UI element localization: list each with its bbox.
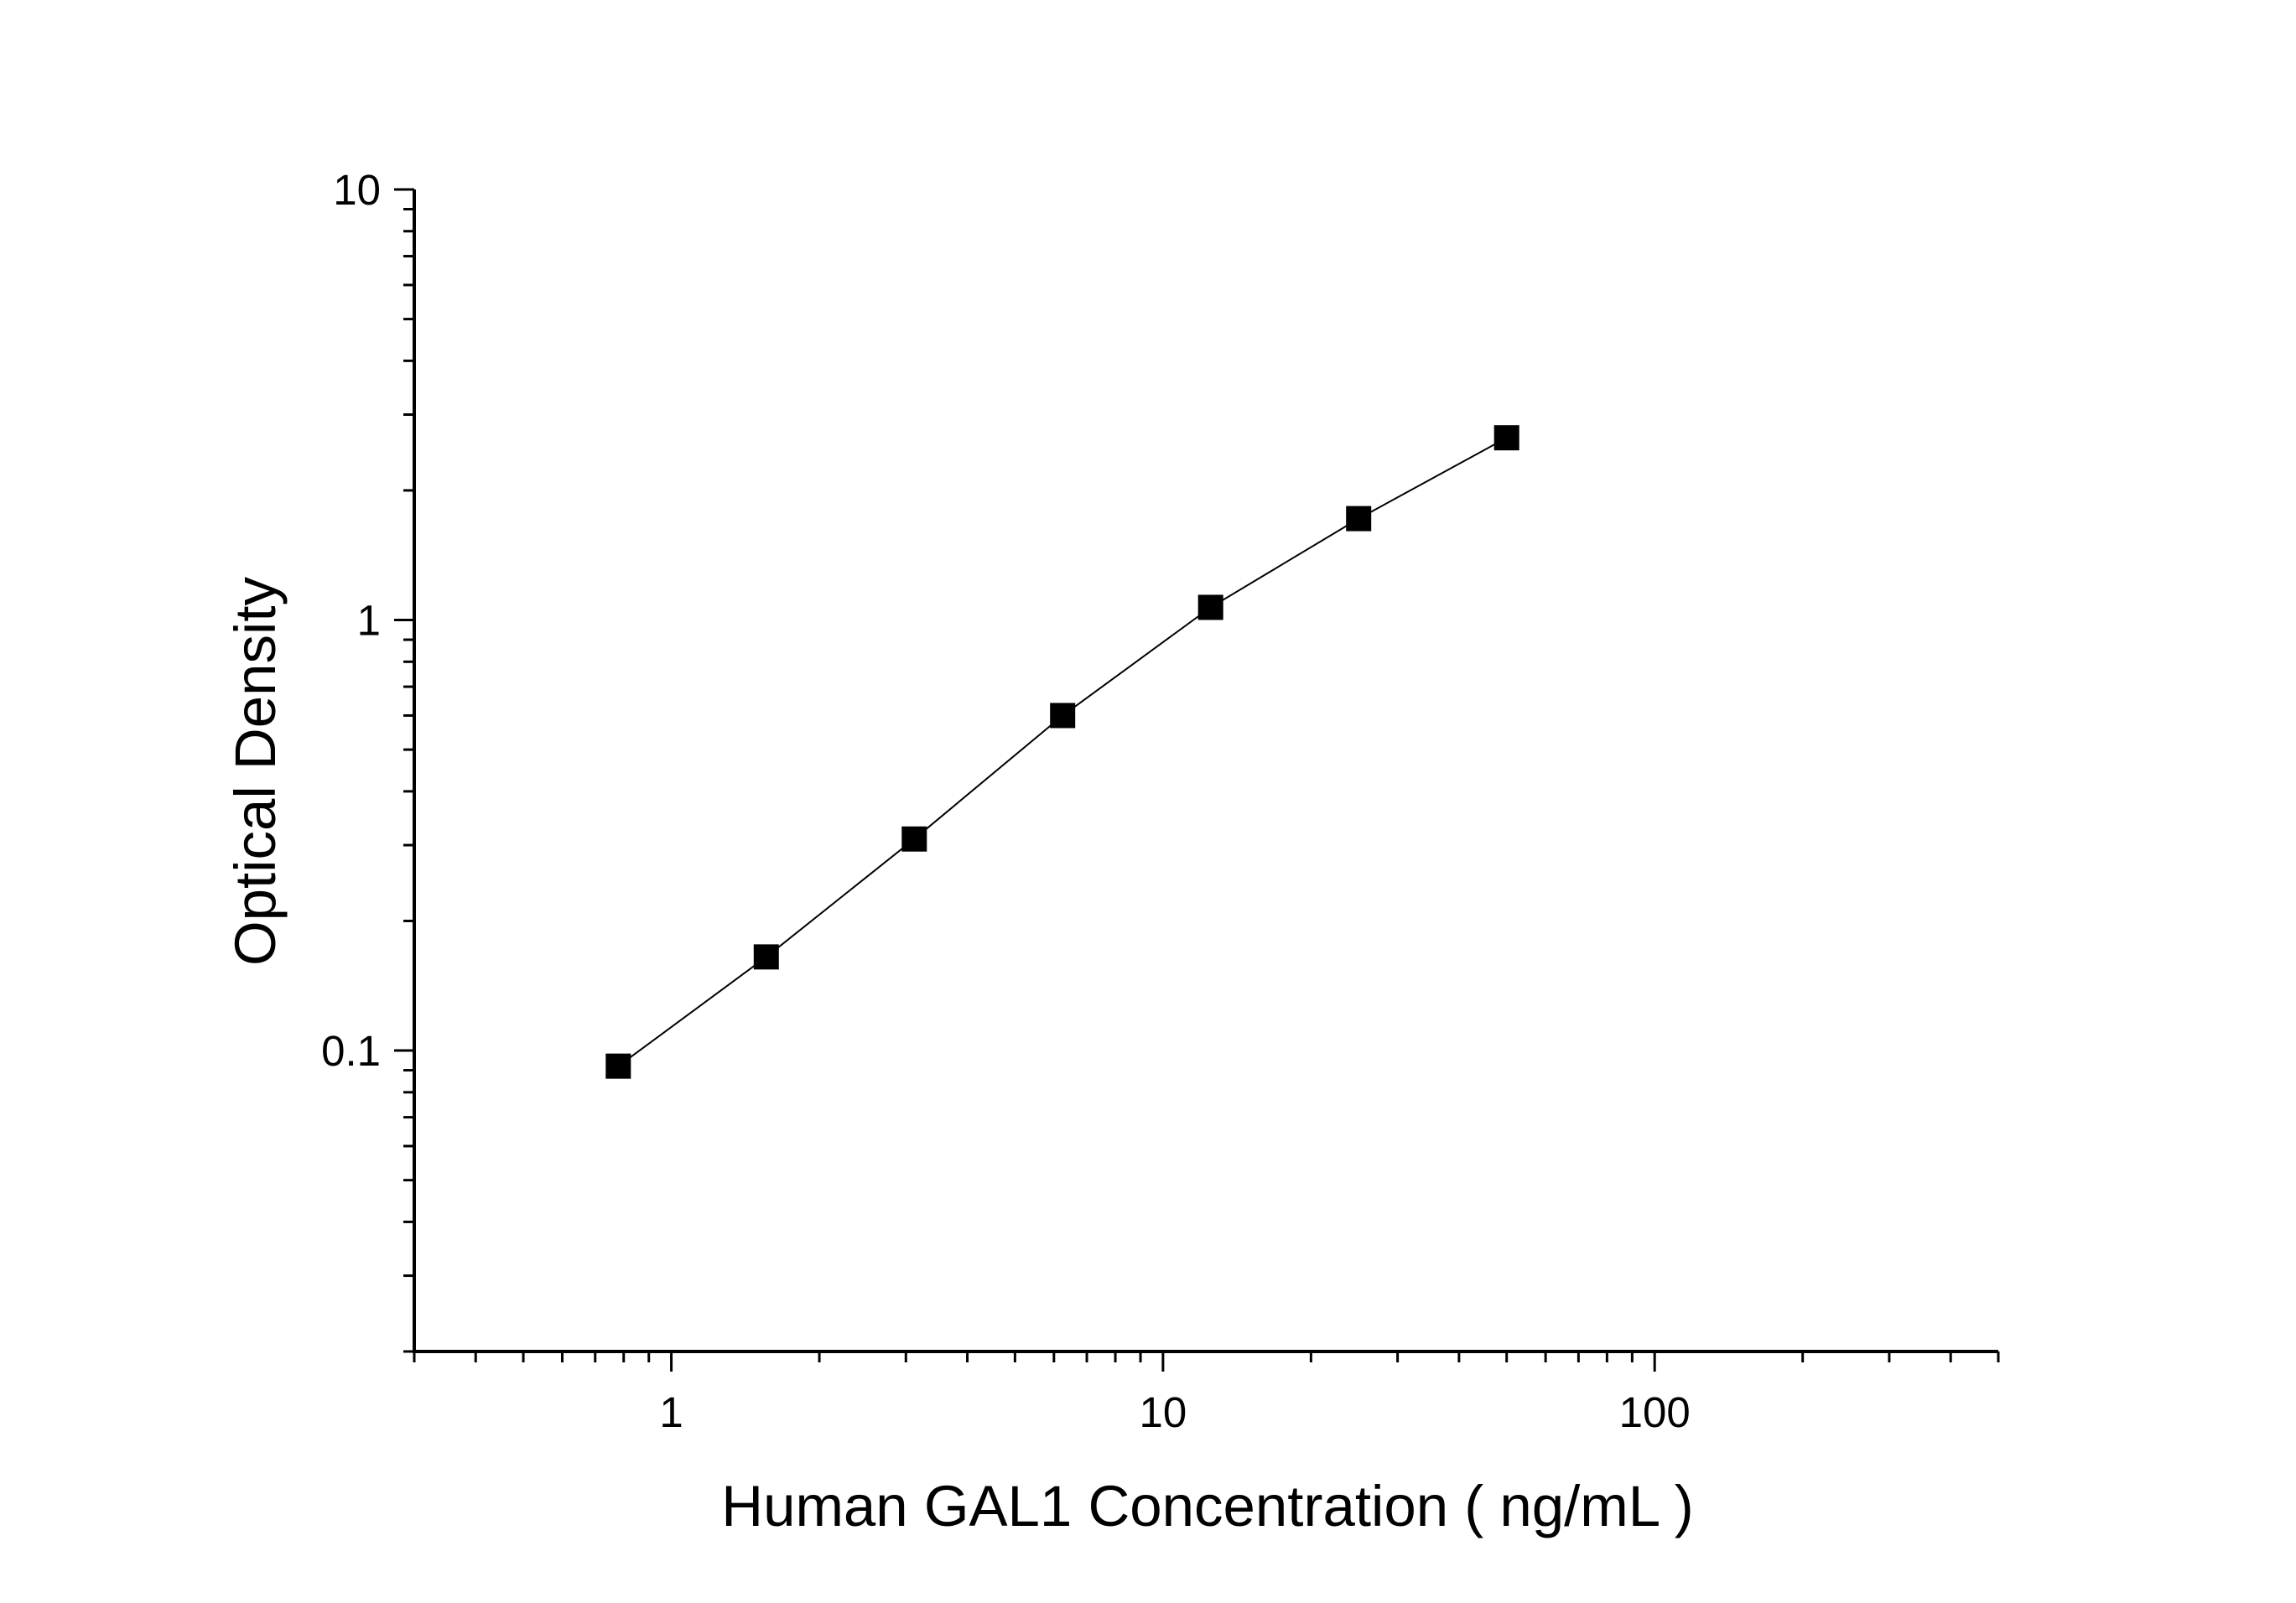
- data-point-marker: [901, 826, 927, 852]
- data-point-marker: [1197, 594, 1223, 620]
- x-axis-ticks: 1 10 100: [413, 1351, 2000, 1436]
- x-tick-label: 100: [1619, 1388, 1691, 1436]
- x-tick-label: 1: [659, 1388, 683, 1436]
- data-point-marker: [1050, 703, 1076, 729]
- y-tick-label: 0.1: [321, 1027, 381, 1075]
- data-point-marker: [753, 944, 779, 970]
- series-group: [605, 425, 1519, 1079]
- x-axis-title: Human GAL1 Concentration ( ng/mL ): [721, 1474, 1694, 1538]
- y-axis-title: Optical Density: [223, 577, 288, 966]
- data-point-marker: [605, 1053, 631, 1079]
- axes: [413, 189, 1998, 1353]
- data-point-marker: [1493, 425, 1519, 451]
- y-tick-label: 10: [333, 166, 381, 214]
- series-line: [617, 437, 1508, 1067]
- y-axis-ticks: 0.1 1 10: [321, 166, 414, 1353]
- data-point-marker: [1346, 506, 1372, 532]
- x-tick-label: 10: [1140, 1388, 1187, 1436]
- y-tick-label: 1: [357, 597, 381, 645]
